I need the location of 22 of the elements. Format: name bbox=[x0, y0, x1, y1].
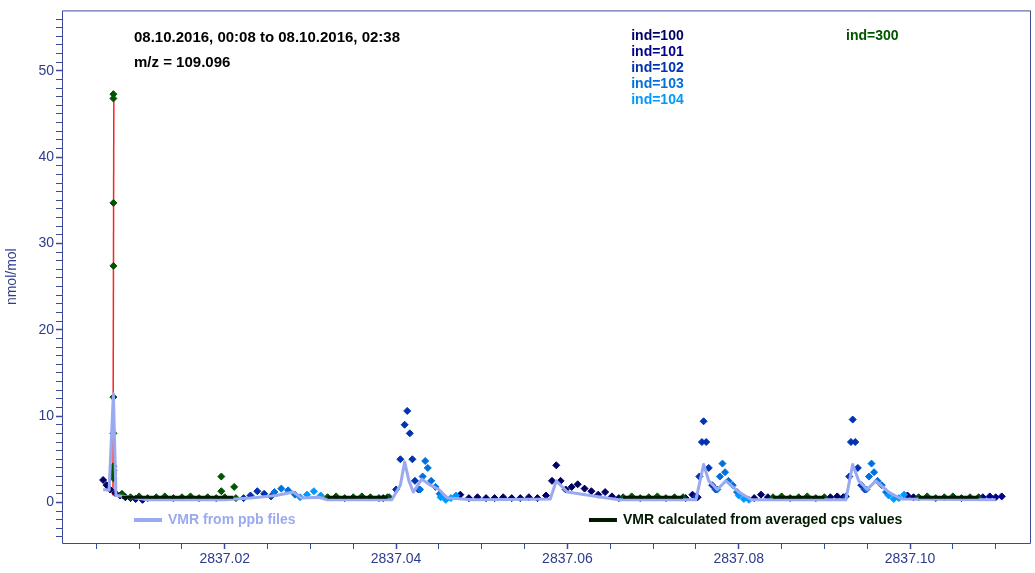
text: ind=103 bbox=[631, 75, 684, 92]
annotation: 08.10.2016, 00:08 to 08.10.2016, 02:38 bbox=[134, 27, 401, 45]
text: ind=101 bbox=[631, 43, 684, 60]
y-tick-label: 20 bbox=[38, 320, 55, 337]
legend-label: VMR calculated from averaged cps values bbox=[622, 510, 903, 527]
y-tick-label: 30 bbox=[38, 234, 55, 251]
y-tick-label: 40 bbox=[38, 148, 55, 164]
text: ind=100 bbox=[631, 27, 684, 44]
x-tick-label: 2837.06 bbox=[542, 550, 593, 567]
text: ind=102 bbox=[631, 59, 684, 76]
x-tick-label: 2837.04 bbox=[370, 550, 422, 567]
y-tick-label: 0 bbox=[46, 493, 55, 510]
y-axis-title: nmol/mol bbox=[3, 248, 20, 306]
x-tick-label: 2837.02 bbox=[199, 550, 251, 567]
y-tick-label: 50 bbox=[38, 61, 55, 78]
y-tick-label: 10 bbox=[38, 406, 55, 423]
text: ind=300 bbox=[846, 27, 899, 44]
legend-label: VMR from ppb files bbox=[168, 510, 296, 527]
x-tick-label: 2837.10 bbox=[884, 550, 936, 567]
annotation: m/z = 109.096 bbox=[134, 52, 231, 70]
x-tick-label: 2837.08 bbox=[713, 550, 765, 567]
text: ind=104 bbox=[631, 91, 684, 108]
